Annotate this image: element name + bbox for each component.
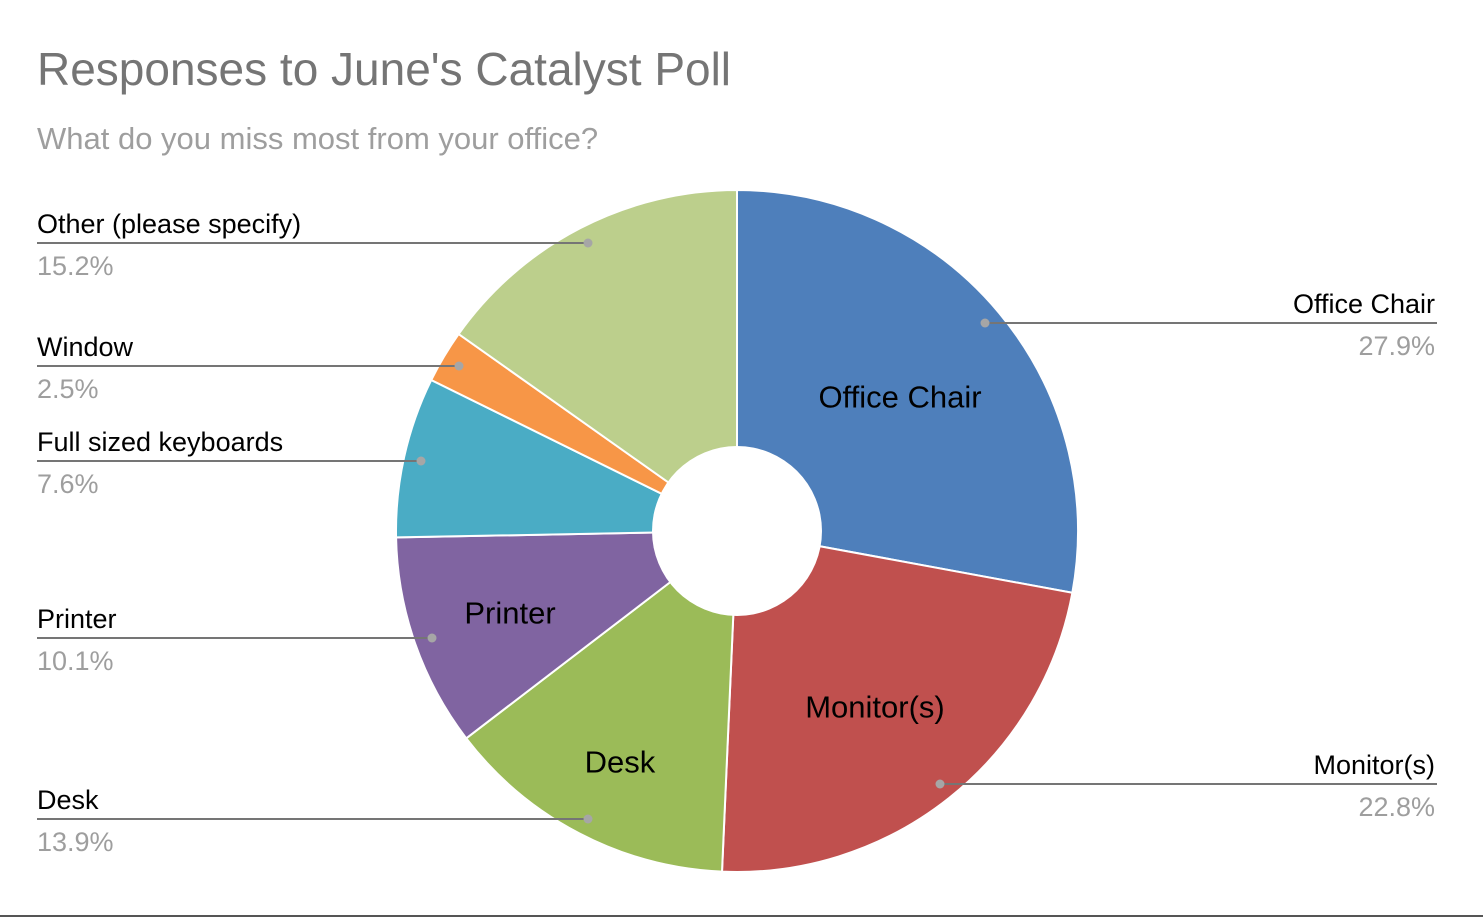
chart-subtitle: What do you miss most from your office? [37, 121, 599, 156]
leader-dot-desk [583, 814, 593, 824]
inner-label-desk: Desk [585, 745, 656, 780]
inner-label-office-chair: Office Chair [818, 380, 981, 415]
callout-percent-printer: 10.1% [37, 646, 114, 676]
leader-dot-office-chair [980, 318, 990, 328]
callout-percent-other-please-specify: 15.2% [37, 251, 114, 281]
callout-percent-window: 2.5% [37, 374, 99, 404]
callout-label-full-sized-keyboards: Full sized keyboards [37, 427, 283, 457]
slice-full-sized-keyboards [395, 378, 738, 539]
slice-desk [464, 528, 739, 873]
callout-percent-full-sized-keyboards: 7.6% [37, 469, 99, 499]
inner-label-monitor-s: Monitor(s) [805, 690, 945, 725]
callout-percent-desk: 13.9% [37, 827, 114, 857]
chart-title: Responses to June's Catalyst Poll [37, 43, 732, 95]
slice-office-chair [736, 188, 1079, 594]
donut-hole-layer [652, 446, 822, 616]
inner-label-printer: Printer [464, 596, 555, 631]
callout-label-window: Window [37, 332, 134, 362]
leader-dot-other-please-specify [583, 238, 593, 248]
slice-monitor-s [720, 529, 1074, 873]
bottom-border [0, 915, 1483, 917]
callout-percent-office-chair: 27.9% [1358, 331, 1435, 361]
slices-layer [395, 188, 1079, 873]
callout-label-monitor-s: Monitor(s) [1313, 750, 1435, 780]
leader-dot-window [454, 361, 464, 371]
callout-percent-monitor-s: 22.8% [1358, 792, 1435, 822]
callout-label-printer: Printer [37, 604, 117, 634]
leader-dot-printer [427, 633, 437, 643]
slice-printer [395, 529, 741, 740]
slice-other-please-specify [457, 188, 738, 533]
callout-label-desk: Desk [37, 785, 99, 815]
donut-hole [652, 446, 822, 616]
leader-dot-full-sized-keyboards [416, 456, 426, 466]
inner-labels-layer: Office Chair Monitor(s) Desk Printer [464, 380, 981, 780]
callout-label-office-chair: Office Chair [1293, 289, 1435, 319]
leader-dot-monitor-s [935, 779, 945, 789]
callout-label-other-please-specify: Other (please specify) [37, 209, 301, 239]
callouts-layer: Office Chair 27.9% Monitor(s) 22.8% Desk 13.9… [37, 209, 1437, 857]
